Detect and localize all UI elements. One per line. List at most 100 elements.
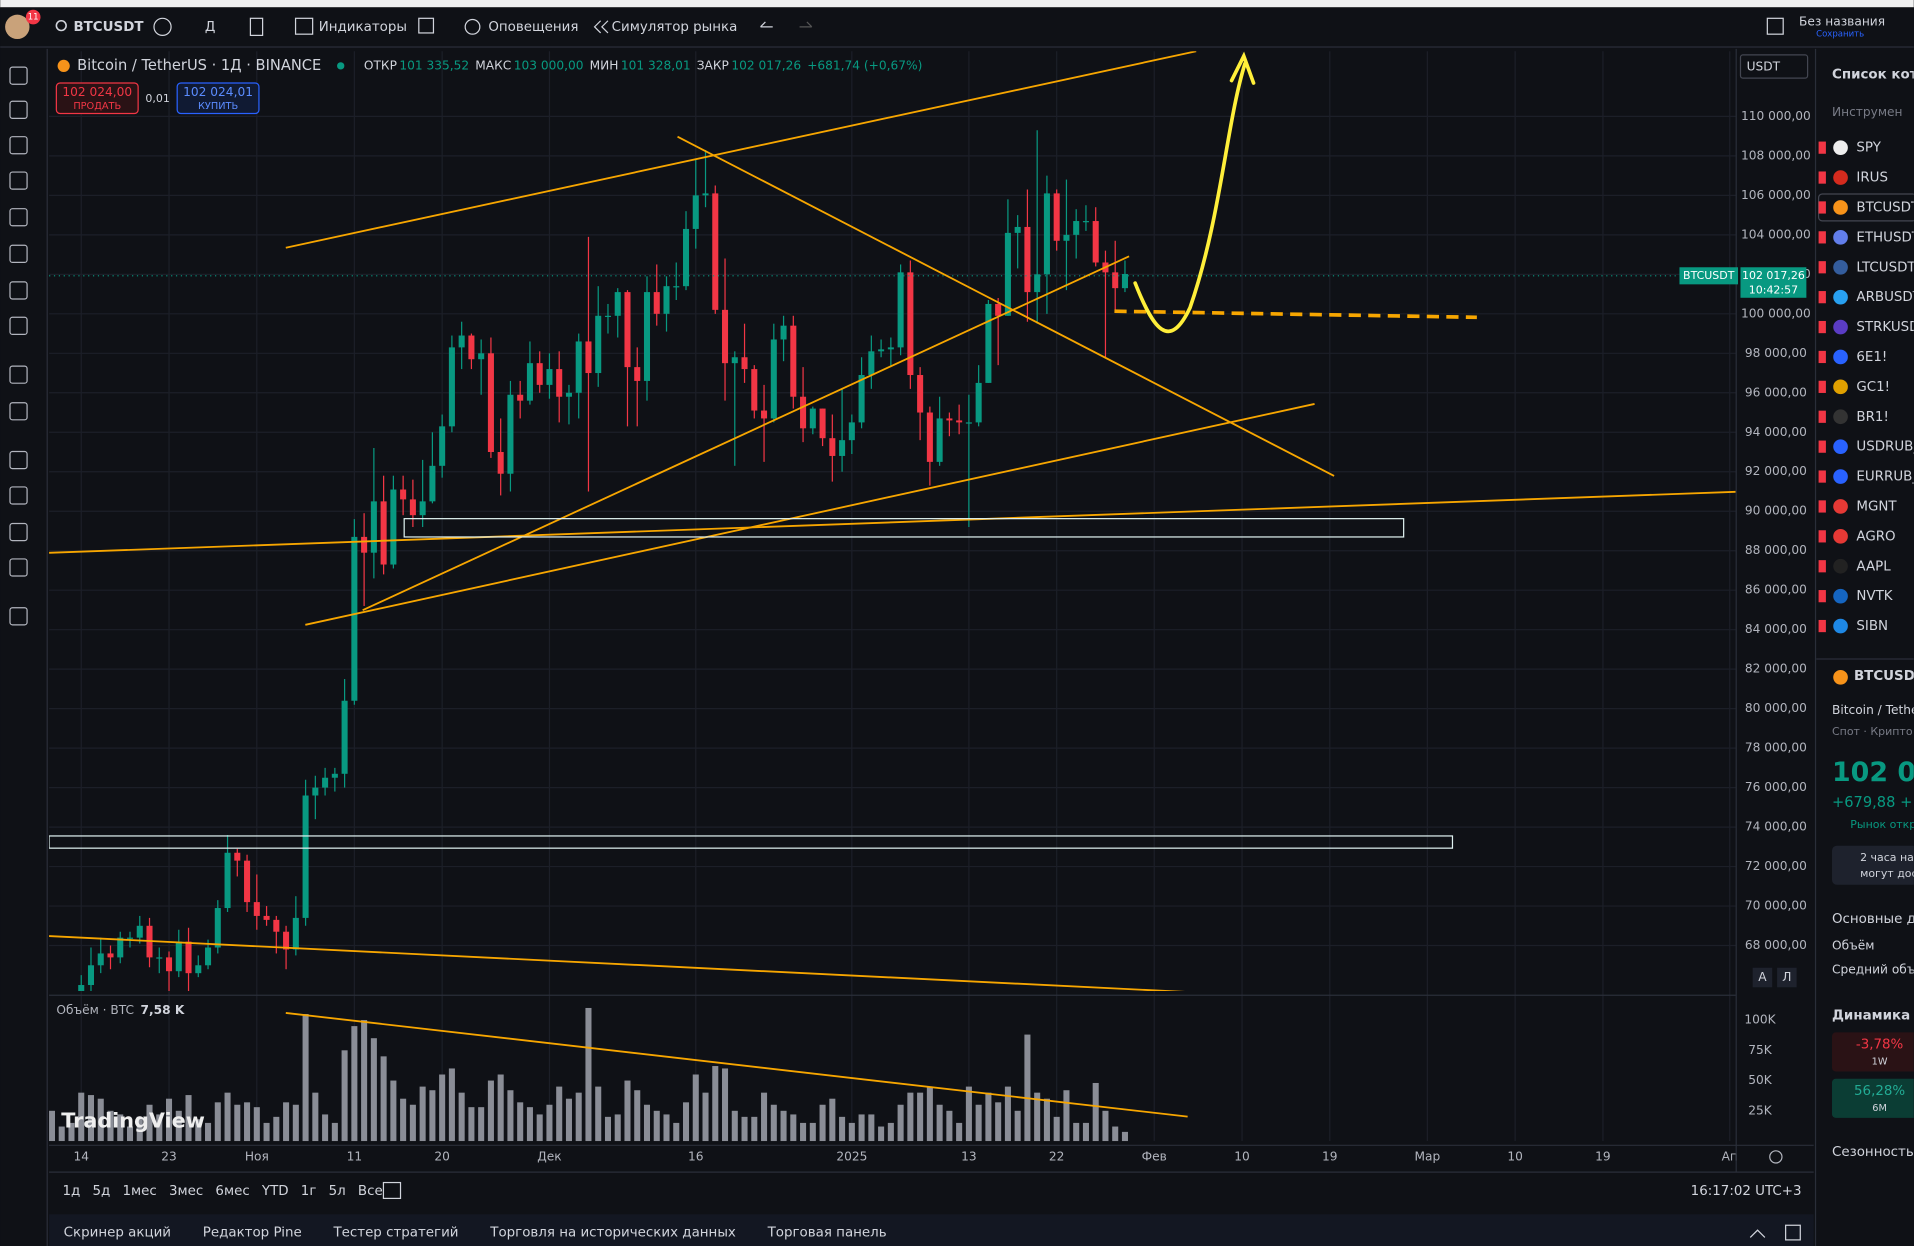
watchlist-symbol[interactable]: 6E1! xyxy=(1856,350,1887,365)
symbol-icon xyxy=(1833,469,1848,484)
watchlist-symbol[interactable]: GC1! xyxy=(1856,380,1890,395)
volume-bar xyxy=(956,1122,963,1142)
volume-bar xyxy=(165,1098,173,1142)
flag xyxy=(1818,141,1826,154)
candle-body xyxy=(848,422,855,441)
watchlist-symbol[interactable]: EURRUB_ xyxy=(1856,470,1914,485)
candle-body xyxy=(624,292,631,368)
indicators-button[interactable]: Индикаторы xyxy=(319,20,407,35)
zone xyxy=(403,518,1405,538)
range-button[interactable]: Все xyxy=(358,1184,383,1199)
volume-bar xyxy=(526,1107,533,1142)
bottom-tab[interactable]: Редактор Pine xyxy=(203,1226,302,1241)
tool[interactable] xyxy=(9,558,28,577)
tool[interactable] xyxy=(9,66,28,85)
watchlist-symbol[interactable]: AGRO xyxy=(1856,529,1895,544)
tool[interactable] xyxy=(9,522,28,542)
layout-name[interactable]: Без названия xyxy=(1799,14,1885,28)
watchlist-symbol[interactable]: ETHUSDT xyxy=(1856,230,1914,245)
redo[interactable] xyxy=(799,21,813,28)
watchlist-symbol[interactable]: SPY xyxy=(1856,141,1881,156)
maximize[interactable] xyxy=(1785,1224,1801,1241)
candle-body xyxy=(770,339,777,419)
watchlist-symbol[interactable]: SIBN xyxy=(1856,619,1888,634)
buy-button[interactable] xyxy=(176,82,260,115)
tool[interactable] xyxy=(9,365,28,384)
tool[interactable] xyxy=(9,316,28,335)
symbol[interactable]: BTCUSDT xyxy=(73,20,144,35)
watchlist-symbol[interactable]: BR1! xyxy=(1856,410,1888,425)
range-button[interactable]: 5л xyxy=(329,1184,346,1199)
x-tick-label: 16 xyxy=(688,1149,704,1163)
volume-bar xyxy=(575,1092,582,1142)
date-range[interactable] xyxy=(382,1181,402,1200)
volume-tick-label: 75K xyxy=(1748,1043,1773,1057)
volume-bar xyxy=(926,1086,933,1142)
watchlist-symbol[interactable]: MGNT xyxy=(1856,499,1897,514)
candle-body xyxy=(780,325,787,340)
y-tick-label: 72 000,00 xyxy=(1745,859,1807,873)
range-button[interactable]: 6мес xyxy=(215,1184,249,1199)
layout-icon[interactable] xyxy=(1766,17,1784,35)
range-button[interactable]: 5д xyxy=(92,1184,110,1199)
save-status: Сохранить xyxy=(1816,30,1864,40)
tool[interactable] xyxy=(9,244,28,263)
range-button[interactable]: YTD xyxy=(261,1184,289,1199)
x-tick-label: 23 xyxy=(161,1149,177,1163)
bottom-tab[interactable]: Тестер стратегий xyxy=(332,1226,458,1241)
flag xyxy=(1818,560,1826,573)
tool[interactable] xyxy=(9,171,28,190)
tool[interactable] xyxy=(9,136,28,155)
volume-bar xyxy=(429,1090,436,1142)
volume-bar xyxy=(517,1102,524,1142)
tool[interactable] xyxy=(9,607,28,626)
replay-button[interactable]: Симулятор рынка xyxy=(612,20,738,35)
add-symbol[interactable] xyxy=(153,17,172,37)
watchlist-symbol[interactable]: IRUS xyxy=(1856,171,1888,186)
tool[interactable] xyxy=(9,486,28,505)
y-tick-label: 96 000,00 xyxy=(1745,385,1807,399)
undo[interactable] xyxy=(760,21,773,28)
sell-label: ПРОДАТЬ xyxy=(73,101,121,112)
bottom-tab[interactable]: Скринер акций xyxy=(64,1226,171,1241)
volume-bar xyxy=(390,1080,397,1142)
watchlist-symbol[interactable]: AAPL xyxy=(1856,559,1891,574)
range-button[interactable]: 1г xyxy=(301,1184,317,1199)
watchlist-symbol[interactable]: NVTK xyxy=(1856,589,1893,604)
range-button[interactable]: 1д xyxy=(62,1184,80,1199)
watchlist-symbol[interactable]: BTCUSDT xyxy=(1856,200,1914,215)
watchlist-symbol[interactable]: USDRUB_ xyxy=(1856,440,1914,455)
alerts-button[interactable]: Оповещения xyxy=(488,20,578,35)
window-edge xyxy=(0,0,1914,8)
candle-body xyxy=(273,919,280,932)
avatar[interactable] xyxy=(5,14,30,40)
bottom-tab[interactable]: Торговля на исторических данных xyxy=(489,1226,736,1241)
range-button[interactable]: 1мес xyxy=(122,1184,156,1199)
tool[interactable] xyxy=(9,100,28,119)
tool[interactable] xyxy=(9,281,28,300)
interval[interactable]: Д xyxy=(205,20,215,35)
tool[interactable] xyxy=(9,402,28,421)
candle-body xyxy=(361,536,368,553)
auto-scale[interactable] xyxy=(1752,967,1773,988)
range-button[interactable]: 3мес xyxy=(169,1184,203,1199)
collapse[interactable] xyxy=(1749,1229,1766,1238)
y-tick-label: 82 000,00 xyxy=(1745,662,1807,676)
templates[interactable] xyxy=(418,17,435,34)
watchlist-symbol[interactable]: LTCUSDT xyxy=(1856,260,1914,275)
tool[interactable] xyxy=(9,208,28,227)
settings[interactable] xyxy=(1769,1150,1783,1164)
volume-bar xyxy=(653,1110,660,1142)
chart-type[interactable] xyxy=(249,17,264,37)
watchlist-symbol[interactable]: STRKUSDT xyxy=(1856,320,1914,335)
log-scale[interactable] xyxy=(1777,967,1797,988)
currency-select[interactable] xyxy=(1739,54,1809,79)
tool[interactable] xyxy=(9,450,28,470)
candle-body xyxy=(565,392,572,397)
bottom-tab[interactable]: Торговая панель xyxy=(767,1226,887,1241)
watchlist-symbol[interactable]: ARBUSDT xyxy=(1856,290,1914,305)
sell-button[interactable] xyxy=(55,82,139,115)
candle-body xyxy=(468,335,475,360)
legend-title: Bitcoin / TetherUS · 1Д · BINANCE xyxy=(77,57,321,74)
candle-body xyxy=(136,925,143,938)
